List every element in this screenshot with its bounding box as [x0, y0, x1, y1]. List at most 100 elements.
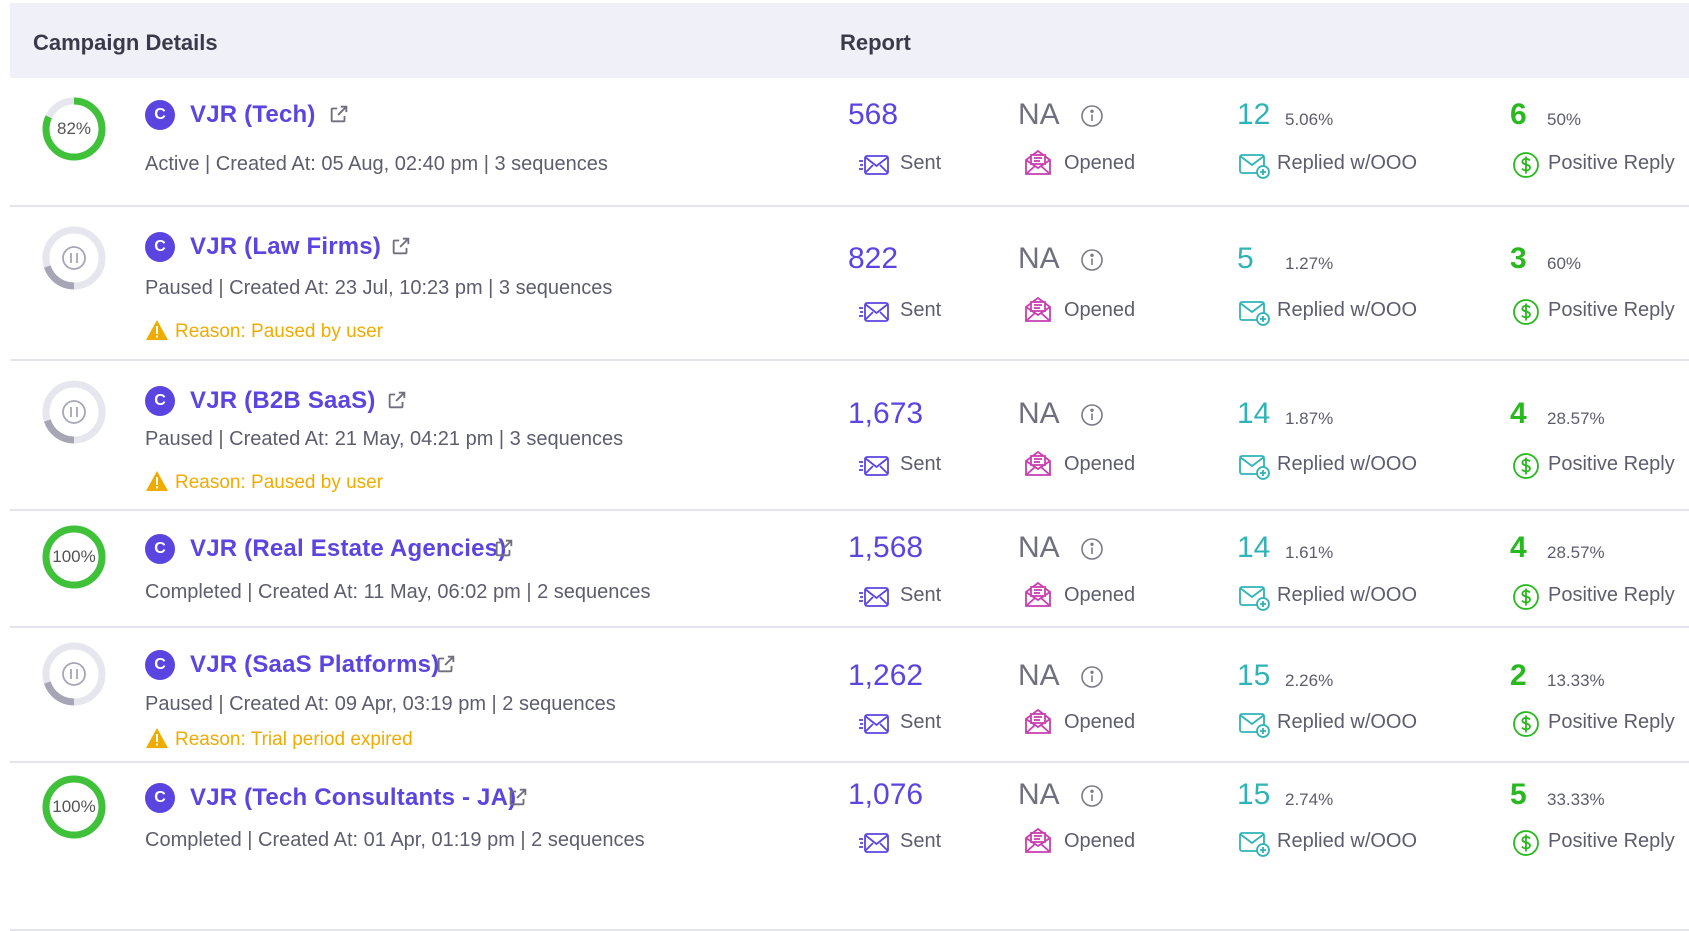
progress-ring: 100%	[40, 773, 108, 841]
replied-count: 5	[1237, 242, 1254, 275]
external-link-icon[interactable]	[507, 786, 529, 808]
progress-label	[40, 640, 108, 708]
replied-percent: 1.61%	[1285, 543, 1334, 562]
replied-mail-icon	[1238, 710, 1270, 738]
opened-mail-icon	[1022, 581, 1054, 609]
external-link-icon[interactable]	[390, 235, 412, 257]
campaign-row: 100% C VJR (Tech Consultants - JA) Complete…	[10, 763, 1689, 931]
dollar-icon	[1510, 452, 1542, 480]
campaign-name-link[interactable]: VJR (Law Firms)	[190, 233, 382, 260]
campaign-row: C VJR (B2B SaaS) Paused | Created At: 21 M…	[10, 361, 1689, 511]
dollar-icon	[1510, 298, 1542, 326]
pause-reason-text: Reason: Paused by user	[175, 472, 384, 493]
warning-icon	[145, 319, 169, 341]
external-link-icon[interactable]	[386, 389, 408, 411]
dollar-icon	[1510, 583, 1542, 611]
opened-mail-icon	[1022, 827, 1054, 855]
campaign-name-link[interactable]: VJR (B2B SaaS)	[190, 387, 376, 414]
replied-mail-icon	[1238, 829, 1270, 857]
campaign-status-line: Active | Created At: 05 Aug, 02:40 pm | …	[145, 153, 608, 175]
info-icon[interactable]	[1080, 537, 1104, 561]
pause-status-icon	[40, 224, 108, 292]
opened-count: NA	[1018, 98, 1060, 131]
campaign-name-link[interactable]: VJR (Real Estate Agencies)	[190, 535, 507, 562]
replied-count: 14	[1237, 531, 1271, 564]
positive-reply-percent: 50%	[1547, 110, 1582, 129]
replied-label: Replied w/OOO	[1277, 830, 1418, 852]
replied-count: 15	[1237, 659, 1271, 692]
table-header: Campaign Details Report	[10, 3, 1689, 78]
replied-percent: 1.27%	[1285, 254, 1334, 273]
campaign-name-link[interactable]: VJR (SaaS Platforms)	[190, 651, 440, 678]
opened-mail-icon	[1022, 296, 1054, 324]
channel-badge: C	[145, 534, 175, 564]
opened-count: NA	[1018, 531, 1060, 564]
warning-icon	[145, 470, 169, 492]
channel-badge: C	[145, 783, 175, 813]
replied-percent: 2.74%	[1285, 790, 1334, 809]
sent-mail-icon	[858, 298, 890, 326]
sent-count: 822	[848, 242, 899, 275]
campaign-row: 82% C VJR (Tech) Active | Created At: 05 Au…	[10, 78, 1689, 207]
sent-count: 1,262	[848, 659, 924, 692]
positive-reply-percent: 33.33%	[1547, 790, 1605, 809]
sent-mail-icon	[858, 452, 890, 480]
progress-label	[40, 224, 108, 292]
opened-count: NA	[1018, 659, 1060, 692]
replied-percent: 5.06%	[1285, 110, 1334, 129]
campaign-row: C VJR (SaaS Platforms) Paused | Created At…	[10, 628, 1689, 763]
sent-count: 568	[848, 98, 899, 131]
channel-badge: C	[145, 100, 175, 130]
sent-mail-icon	[858, 151, 890, 179]
pause-reason-text: Reason: Paused by user	[175, 321, 384, 342]
replied-mail-icon	[1238, 298, 1270, 326]
replied-count: 15	[1237, 778, 1271, 811]
opened-count: NA	[1018, 242, 1060, 275]
positive-reply-label: Positive Reply	[1548, 152, 1675, 174]
warning-icon	[145, 727, 169, 749]
sent-count: 1,076	[848, 778, 924, 811]
dollar-icon	[1510, 829, 1542, 857]
campaign-row: C VJR (Law Firms) Paused | Created At: 23 …	[10, 207, 1689, 361]
campaign-name-link[interactable]: VJR (Tech)	[190, 101, 316, 128]
opened-mail-icon	[1022, 708, 1054, 736]
positive-reply-count: 2	[1510, 659, 1527, 692]
positive-reply-label: Positive Reply	[1548, 453, 1675, 475]
positive-reply-count: 4	[1510, 397, 1527, 430]
progress-ring: 82%	[40, 95, 108, 163]
replied-percent: 1.87%	[1285, 409, 1334, 428]
campaign-status-line: Paused | Created At: 21 May, 04:21 pm | …	[145, 428, 624, 450]
positive-reply-percent: 28.57%	[1547, 409, 1605, 428]
sent-label: Sent	[900, 299, 942, 321]
external-link-icon[interactable]	[493, 537, 515, 559]
pause-reason: Reason: Paused by user	[145, 319, 383, 343]
info-icon[interactable]	[1080, 665, 1104, 689]
channel-badge: C	[145, 232, 175, 262]
info-icon[interactable]	[1080, 104, 1104, 128]
campaign-name-link[interactable]: VJR (Tech Consultants - JA)	[190, 784, 517, 811]
info-icon[interactable]	[1080, 403, 1104, 427]
positive-reply-label: Positive Reply	[1548, 299, 1675, 321]
replied-label: Replied w/OOO	[1277, 152, 1418, 174]
positive-reply-label: Positive Reply	[1548, 711, 1675, 733]
external-link-icon[interactable]	[435, 653, 457, 675]
info-icon[interactable]	[1080, 248, 1104, 272]
opened-label: Opened	[1064, 299, 1136, 321]
campaign-table: Campaign Details Report 82% C VJR (Tech) Ac…	[10, 0, 1689, 931]
sent-mail-icon	[858, 583, 890, 611]
progress-label: 82%	[56, 119, 92, 138]
campaign-row: 100% C VJR (Real Estate Agencies) Completed…	[10, 511, 1689, 628]
sent-label: Sent	[900, 453, 942, 475]
positive-reply-percent: 13.33%	[1547, 671, 1605, 690]
info-icon[interactable]	[1080, 784, 1104, 808]
external-link-icon[interactable]	[328, 103, 350, 125]
positive-reply-count: 3	[1510, 242, 1527, 275]
pause-reason-text: Reason: Trial period expired	[175, 729, 413, 750]
report-header: Report	[840, 30, 911, 55]
progress-label: 100%	[52, 547, 96, 566]
pause-status-icon	[40, 378, 108, 446]
opened-label: Opened	[1064, 453, 1136, 475]
pause-status-icon	[40, 640, 108, 708]
replied-label: Replied w/OOO	[1277, 711, 1418, 733]
campaign-status-line: Completed | Created At: 01 Apr, 01:19 pm…	[145, 829, 645, 851]
